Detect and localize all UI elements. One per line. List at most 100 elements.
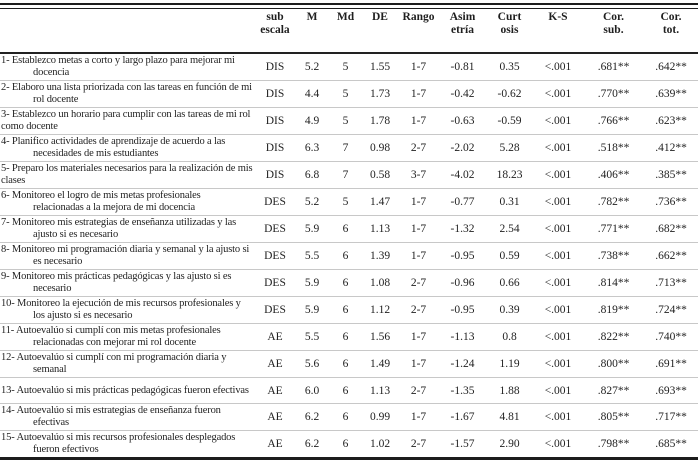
skewness-cell: -4.02: [439, 161, 486, 189]
item-cell: 10- Monitoreo la ejecución de mis recurs…: [0, 296, 255, 324]
ks-cell: <.001: [533, 403, 583, 431]
mean-cell: 5.5: [295, 242, 329, 270]
range-cell: 2-7: [398, 430, 439, 457]
ks-cell: <.001: [533, 134, 583, 162]
ks-cell: <.001: [533, 350, 583, 378]
range-cell: 1-7: [398, 107, 439, 135]
median-cell: 6: [329, 296, 362, 324]
subscale-cell: AE: [255, 377, 295, 404]
cor-sub-cell: .771**: [583, 215, 644, 243]
range-cell: 1-7: [398, 188, 439, 216]
mean-cell: 5.2: [295, 188, 329, 216]
subscale-cell: DIS: [255, 134, 295, 162]
cor-sub-cell: .798**: [583, 430, 644, 457]
col-header-cor-tot: Cor. tot.: [644, 9, 698, 54]
col-header-asimetria: Asimetría: [439, 9, 486, 54]
ks-cell: <.001: [533, 430, 583, 457]
cor-sub-cell: .406**: [583, 161, 644, 189]
subscale-cell: DES: [255, 188, 295, 216]
kurtosis-cell: 2.90: [486, 430, 533, 457]
item-cell: 5- Preparo los materiales necesarios par…: [0, 161, 255, 189]
cor-tot-cell: .623**: [644, 107, 698, 135]
subscale-cell: DIS: [255, 107, 295, 135]
range-cell: 1-7: [398, 323, 439, 351]
item-column-header: [0, 9, 255, 54]
table-row: 13- Autoevalúo si mis prácticas pedagógi…: [0, 377, 698, 404]
table-top-rule-thick: [0, 3, 698, 5]
mean-cell: 6.8: [295, 161, 329, 189]
mean-cell: 6.3: [295, 134, 329, 162]
median-cell: 5: [342, 61, 349, 73]
kurtosis-cell: 1.19: [486, 350, 533, 378]
cor-sub-cell: .782**: [583, 188, 644, 216]
kurtosis-cell: 1.88: [486, 377, 533, 404]
table-row: 5- Preparo los materiales necesarios par…: [0, 161, 698, 189]
item-cell: 1- Establezco metas a corto y largo plaz…: [1, 55, 235, 78]
median-cell: 5: [329, 188, 362, 216]
range-cell: 2-7: [398, 377, 439, 404]
mean-cell: 6.0: [295, 377, 329, 404]
cor-sub-cell: .518**: [583, 134, 644, 162]
sd-cell: 1.39: [362, 242, 398, 270]
subscale-cell: AE: [255, 430, 295, 457]
cor-sub-cell: .766**: [583, 107, 644, 135]
kurtosis-cell: 0.66: [486, 269, 533, 297]
descriptive-statistics-table: sub escala M Md DE Rango Asimetría Curto…: [0, 9, 698, 457]
kurtosis-cell: 0.35: [499, 61, 520, 73]
sd-cell: 1.78: [362, 107, 398, 135]
skewness-cell: -0.81: [450, 61, 475, 73]
item-cell: 4- Planifico actividades de aprendizaje …: [0, 134, 255, 162]
sd-cell: 0.98: [362, 134, 398, 162]
median-cell: 7: [329, 161, 362, 189]
table-row: 9- Monitoreo mis prácticas pedagógicas y…: [0, 269, 698, 297]
sd-cell: 1.02: [362, 430, 398, 457]
cor-sub-cell: .738**: [583, 242, 644, 270]
median-cell: 6: [329, 377, 362, 404]
mean-cell: 5.9: [295, 215, 329, 243]
kurtosis-cell: -0.62: [486, 80, 533, 108]
ks-cell: <.001: [544, 61, 572, 73]
mean-cell: 4.9: [295, 107, 329, 135]
sd-cell: 0.99: [362, 403, 398, 431]
sd-cell: 1.55: [369, 61, 391, 73]
table-row: 8- Monitoreo mi programación diaria y se…: [0, 242, 698, 270]
item-cell: 14- Autoevalúo si mis estrategias de ens…: [0, 403, 255, 431]
median-cell: 6: [329, 430, 362, 457]
header-row: sub escala M Md DE Rango Asimetría Curto…: [0, 9, 698, 54]
range-cell: 1-7: [398, 215, 439, 243]
skewness-cell: -0.77: [439, 188, 486, 216]
item-cell: 15- Autoevalúo si mis recursos profesion…: [0, 430, 255, 457]
table-row: 2- Elaboro una lista priorizada con las …: [0, 80, 698, 108]
ks-cell: <.001: [533, 377, 583, 404]
col-header-ks: K-S: [533, 9, 583, 54]
col-header-curtosis: Curtosis: [486, 9, 533, 54]
cor-tot-cell: .385**: [644, 161, 698, 189]
ks-cell: <.001: [533, 323, 583, 351]
skewness-cell: -1.24: [439, 350, 486, 378]
item-cell: 2- Elaboro una lista priorizada con las …: [0, 80, 255, 108]
ks-cell: <.001: [533, 296, 583, 324]
ks-cell: <.001: [533, 188, 583, 216]
skewness-cell: -1.67: [439, 403, 486, 431]
cor-tot-cell: .412**: [644, 134, 698, 162]
table-row: 6- Monitoreo el logro de mis metas profe…: [0, 188, 698, 216]
table-row: 1- Establezco metas a corto y largo plaz…: [0, 53, 698, 81]
table-row: 3- Establezco un horario para cumplir co…: [0, 107, 698, 135]
subscale-cell: DES: [255, 242, 295, 270]
cor-sub-cell: .819**: [583, 296, 644, 324]
table-top-rule-thin: [0, 8, 698, 9]
range-cell: 3-7: [398, 161, 439, 189]
subscale-cell: DIS: [255, 80, 295, 108]
subscale-cell: DIS: [255, 161, 295, 189]
table-row: 7- Monitoreo mis estrategias de enseñanz…: [0, 215, 698, 243]
col-header-rango: Rango: [398, 9, 439, 54]
skewness-cell: -1.35: [439, 377, 486, 404]
kurtosis-cell: 4.81: [486, 403, 533, 431]
sd-cell: 1.13: [362, 215, 398, 243]
cor-tot-cell: .740**: [644, 323, 698, 351]
sd-cell: 1.47: [362, 188, 398, 216]
skewness-cell: -2.02: [439, 134, 486, 162]
range-cell: 1-7: [398, 350, 439, 378]
sd-cell: 1.56: [362, 323, 398, 351]
kurtosis-cell: 5.28: [486, 134, 533, 162]
